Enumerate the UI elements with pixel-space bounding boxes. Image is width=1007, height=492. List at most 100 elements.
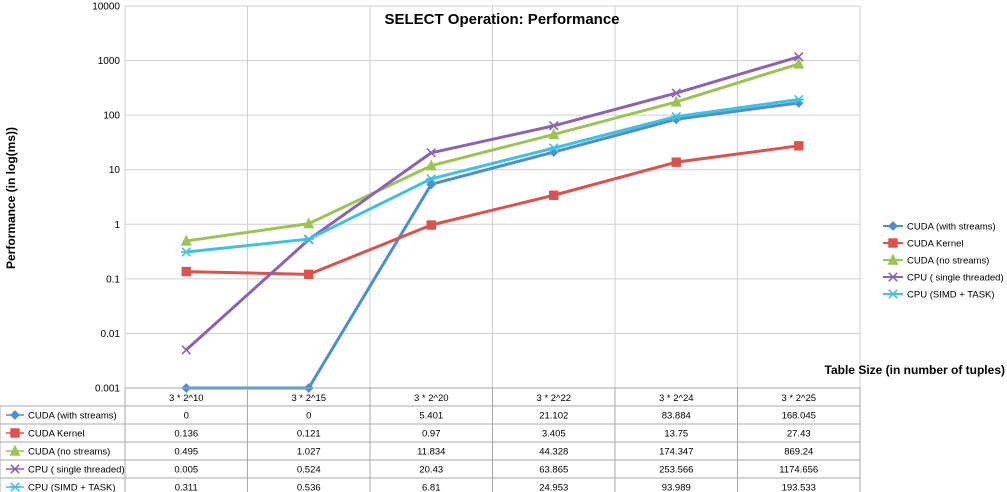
data-point (426, 220, 436, 230)
x-category-label: 3 * 2^10 (169, 393, 204, 404)
series-line (181, 141, 804, 280)
legend-entry: CPU (SIMD + TASK) (883, 289, 995, 301)
y-axis-ticks: 0.001 0.01 0.1 1 10 100 1000 10000 (92, 2, 120, 395)
data-point (303, 234, 314, 244)
x-category-label: 3 * 2^24 (659, 393, 694, 404)
row-series-name: CUDA (with streams) (28, 411, 117, 422)
data-point (9, 444, 21, 456)
data-point (10, 464, 20, 474)
x-category-label: 3 * 2^25 (781, 393, 816, 404)
table-cell-value: 20.43 (419, 465, 443, 476)
table-cell-value: 24.953 (539, 483, 568, 492)
table-cell-value: 869.24 (784, 447, 813, 458)
table-cell-value: 168.045 (782, 411, 816, 422)
data-point (671, 111, 682, 122)
series-path (186, 62, 800, 243)
legend-label: CUDA (no streams) (907, 256, 989, 267)
table-cell-value: 0.311 (175, 483, 198, 492)
data-point (181, 345, 192, 355)
data-point (549, 190, 559, 200)
y-tick-label: 0.001 (95, 384, 120, 395)
data-point (888, 221, 898, 231)
x-category-label: 3 * 2^20 (414, 393, 449, 404)
x-category-label: 3 * 2^22 (536, 393, 571, 404)
table-cell-value: 27.43 (787, 429, 811, 440)
series-line (180, 57, 805, 246)
table-cell-value: 44.328 (539, 447, 568, 458)
y-tick-label: 1000 (98, 56, 121, 67)
data-point (548, 143, 559, 153)
legend-label: CUDA (with streams) (907, 222, 996, 233)
table-cell-value: 0.536 (297, 483, 321, 492)
grid-lines (124, 5, 861, 389)
x-axis-title: Table Size (in number of tuples) (825, 363, 1005, 377)
data-point (887, 289, 899, 299)
series-line (181, 51, 804, 355)
legend: CUDA (with streams) CUDA Kernel CUDA (no s… (883, 221, 1004, 301)
table-cell-value: 0.524 (297, 465, 321, 476)
y-tick-label: 0.1 (106, 274, 120, 285)
data-point (426, 148, 437, 158)
table-cell-value: 0.005 (174, 465, 198, 476)
data-point (887, 253, 899, 265)
data-point (303, 217, 315, 229)
table-cell-value: 0 (306, 411, 311, 422)
y-tick-label: 10000 (92, 2, 120, 13)
series-line (181, 94, 804, 257)
data-point (181, 247, 192, 257)
data-point (425, 159, 437, 171)
table-cell-value: 253.566 (659, 465, 693, 476)
data-point (548, 121, 559, 131)
series-path (186, 144, 799, 276)
legend-entry: CUDA (with streams) (883, 221, 996, 233)
table-cell-value: 0.121 (297, 429, 321, 440)
data-point (9, 482, 21, 492)
data-point (670, 95, 682, 107)
table-row: CUDA (no streams) 0.495 1.027 11.834 44.328 1… (6, 444, 813, 458)
table-cell-value: 93.989 (662, 483, 691, 492)
table-cell-value: 21.102 (539, 411, 568, 422)
table-row: CPU (SIMD + TASK) 0.311 0.536 6.81 24.953 93.… (6, 482, 816, 492)
data-point (671, 88, 682, 98)
legend-label: CPU ( single threaded) (907, 273, 1004, 284)
table-cell-value: 83.884 (662, 411, 691, 422)
legend-entry: CUDA Kernel (883, 238, 964, 250)
data-point (304, 269, 314, 280)
y-tick-label: 10 (109, 165, 121, 176)
y-tick-label: 1 (114, 220, 120, 231)
data-point (793, 57, 805, 69)
table-cell-value: 11.834 (417, 447, 445, 458)
table-cell-value: 63.865 (539, 465, 568, 476)
chart-title: SELECT Operation: Performance (384, 11, 619, 28)
data-point (10, 410, 20, 420)
table-cell-value: 0 (184, 411, 189, 422)
y-tick-label: 0.01 (101, 329, 121, 340)
row-series-name: CUDA Kernel (28, 429, 85, 440)
table-cell-value: 13.75 (664, 429, 688, 440)
data-point (426, 174, 437, 184)
table-cell-value: 5.401 (419, 411, 443, 422)
data-table: 3 * 2^10 3 * 2^15 3 * 2^20 3 * 2^22 3 * 2^24… (0, 387, 861, 492)
row-series-name: CPU (SIMD + TASK) (28, 483, 116, 492)
data-point (180, 234, 192, 246)
row-series-name: CPU ( single threaded) (28, 465, 125, 476)
table-row: CUDA (with streams) 0 0 5.401 21.102 83.884 16… (6, 410, 816, 422)
table-cell-value: 193.533 (782, 483, 816, 492)
table-cell-value: 6.81 (422, 483, 441, 492)
data-point (671, 157, 681, 167)
row-series-name: CUDA (no streams) (28, 447, 110, 458)
legend-entry: CPU ( single threaded) (883, 272, 1004, 284)
data-point (10, 428, 20, 438)
series-path (185, 55, 800, 351)
table-cell-value: 0.495 (174, 447, 198, 458)
table-cell-value: 1.027 (297, 447, 321, 458)
table-cell-value: 0.136 (174, 429, 198, 440)
data-point (794, 141, 804, 151)
series-path (186, 98, 799, 254)
legend-label: CPU (SIMD + TASK) (907, 290, 995, 301)
table-cell-value: 3.405 (542, 429, 566, 440)
legend-label: CUDA Kernel (907, 239, 964, 250)
legend-entry: CUDA (no streams) (883, 253, 989, 267)
data-point (888, 238, 898, 248)
